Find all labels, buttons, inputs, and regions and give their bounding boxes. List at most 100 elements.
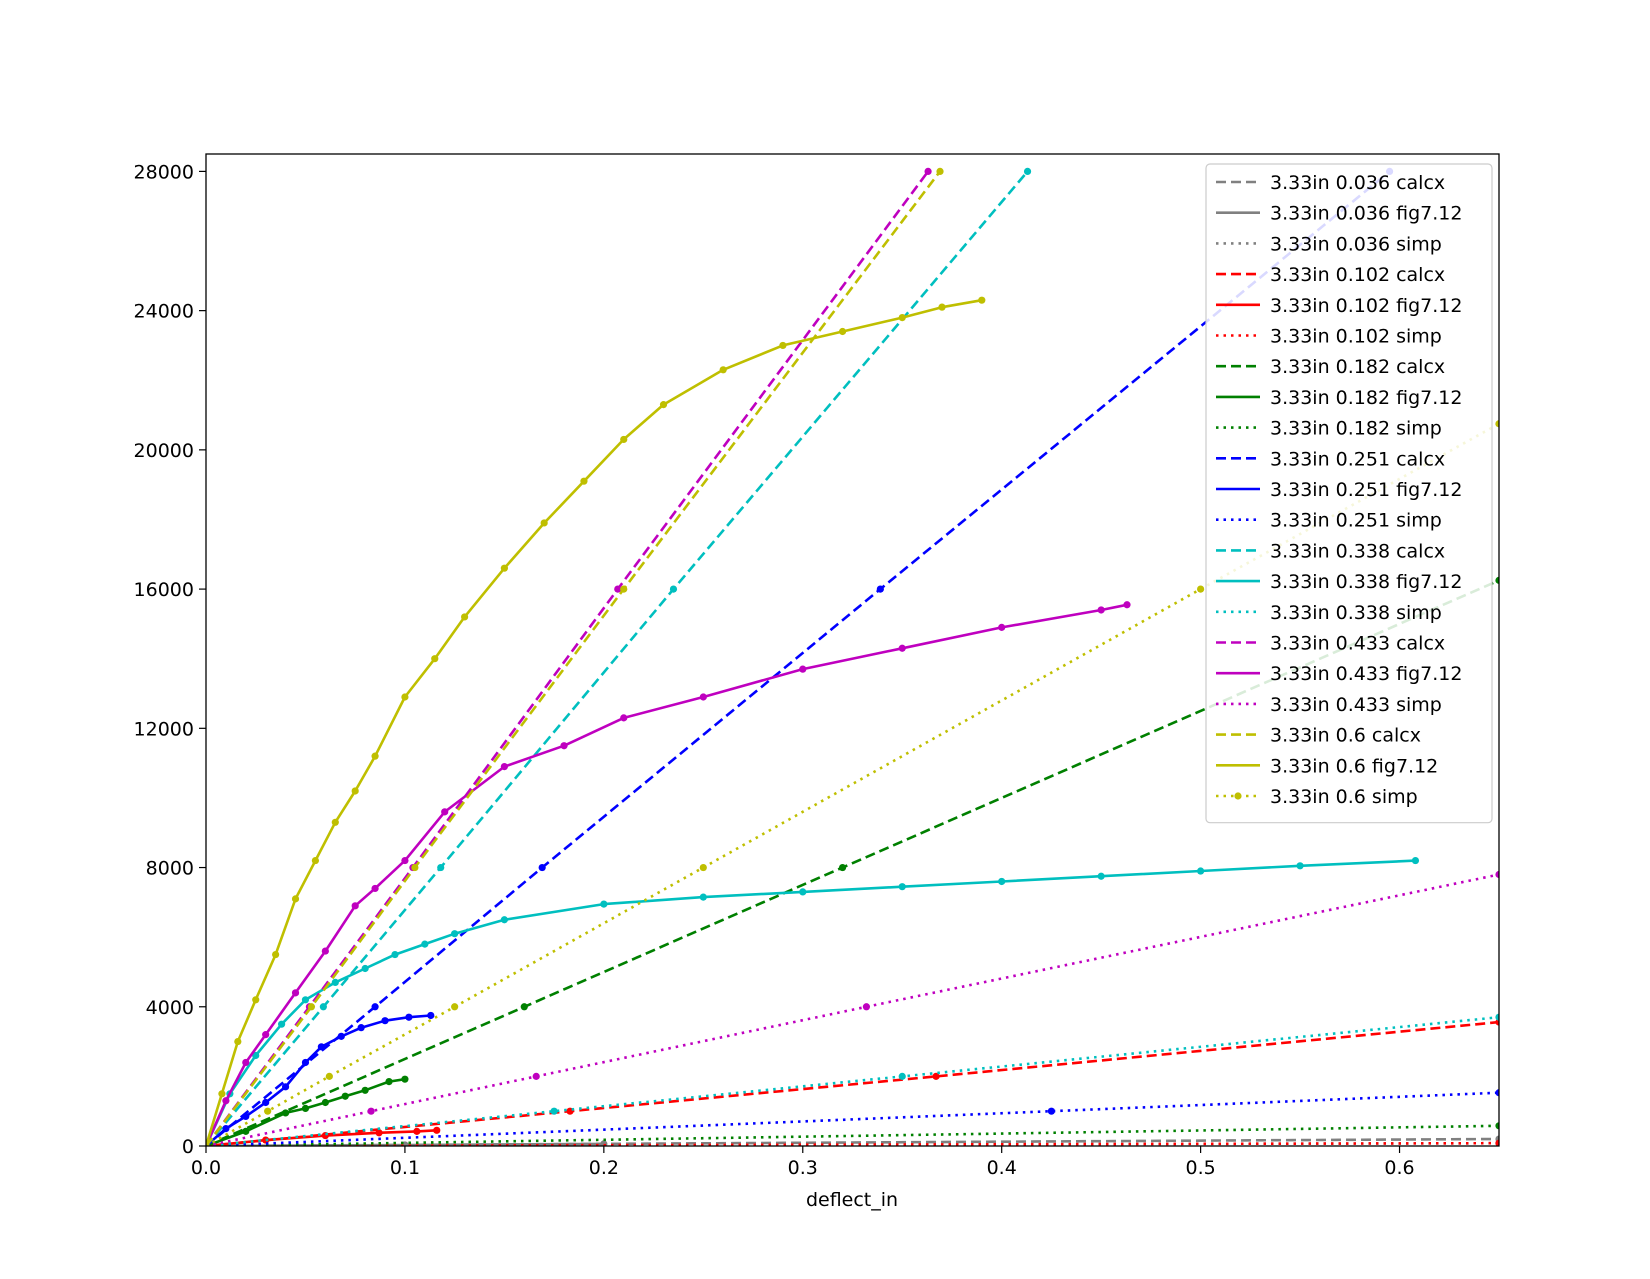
legend-label: 3.33in 0.036 calcx [1270,172,1445,194]
data-point [1023,167,1032,176]
data-point [862,1003,871,1011]
x-tick-label: 0.1 [390,1157,420,1179]
data-point [1495,1139,1499,1146]
data-point [242,1127,250,1135]
data-point [669,585,678,593]
data-point [1495,1122,1499,1130]
data-point [461,613,469,621]
data-point [222,1097,230,1105]
y-axis: 0 4000 8000 12000 16000 20000 24000 28000 [134,161,206,1158]
x-axis-label: deflect_in [806,1189,898,1211]
data-point [301,1104,310,1113]
x-tick-label: 0.3 [788,1157,818,1179]
data-point [317,1043,325,1051]
data-point [620,435,628,444]
data-point [234,1037,242,1046]
data-point [560,742,568,750]
legend-label: 3.33in 0.251 simp [1270,510,1442,532]
data-point [600,900,608,908]
data-point [898,883,906,891]
series-group [206,167,1032,1146]
data-point [431,655,439,663]
data-point [391,950,399,959]
data-point [252,1051,260,1060]
data-point [321,1098,329,1107]
data-point [1296,862,1304,870]
data-point [540,519,548,527]
data-point [699,693,707,701]
data-point [262,1136,270,1144]
data-point [924,167,932,176]
y-tick-label: 16000 [134,579,194,601]
data-point [500,763,508,771]
x-tick-label: 0.2 [589,1157,619,1179]
data-point [1047,1107,1056,1115]
data-point [441,808,449,816]
series-line [206,579,1499,1146]
series-group [206,856,1420,1146]
data-point [1495,1089,1499,1097]
y-tick-label: 4000 [146,997,194,1019]
data-point [341,1092,349,1100]
data-point [532,1072,540,1080]
data-point [938,303,946,311]
data-point [291,989,300,997]
legend-label: 3.33in 0.433 fig7.12 [1270,663,1462,685]
data-point [898,1072,906,1080]
y-tick-label: 24000 [134,301,194,323]
data-point [451,1003,459,1011]
data-point [659,401,668,409]
data-point [799,665,807,673]
data-point [401,1075,409,1083]
data-point [1097,872,1105,880]
data-point [898,313,906,322]
data-point [932,1072,940,1080]
data-point [876,585,884,593]
data-point [719,366,727,374]
data-point [262,1098,270,1107]
x-axis: 0.0 0.1 0.2 0.3 0.4 0.5 0.6 [191,1146,1415,1179]
data-point [1495,420,1499,428]
data-point [433,1126,441,1134]
data-point [264,1107,272,1115]
data-point [262,1031,270,1039]
data-point [218,1090,226,1098]
data-point [381,1017,389,1025]
data-point [437,863,445,872]
data-point [371,752,379,760]
data-point [614,585,622,593]
data-point [838,327,847,336]
series-line [206,1015,1499,1146]
data-point [351,902,359,910]
legend: 3.33in 0.036 calcx 3.33in 0.036 fig7.12 3.… [1205,163,1493,824]
legend-label: 3.33in 0.182 fig7.12 [1270,387,1462,409]
x-tick-label: 0.6 [1384,1157,1414,1179]
data-point [1097,606,1105,614]
data-point [1495,870,1499,879]
data-point [361,964,369,973]
data-point [699,893,707,901]
data-point [371,1003,379,1011]
y-tick-label: 20000 [134,440,194,462]
data-point [936,167,944,176]
legend-label: 3.33in 0.338 simp [1270,602,1442,624]
series-line [206,298,983,1146]
plot-frame [205,153,1500,1147]
data-point [620,585,628,593]
data-point [580,477,588,485]
legend-marker [1234,792,1242,800]
data-point [538,863,546,872]
data-point [367,1107,375,1115]
y-tick-label: 12000 [134,718,194,740]
y-tick-label: 28000 [134,161,194,183]
data-point [998,623,1006,631]
data-point [242,1058,250,1067]
legend-label: 3.33in 0.6 simp [1270,786,1418,808]
legend-label: 3.33in 0.182 calcx [1270,356,1445,378]
data-point [281,1109,290,1117]
data-point [998,877,1006,886]
legend-label: 3.33in 0.182 simp [1270,418,1442,440]
legend-label: 3.33in 0.251 calcx [1270,448,1445,470]
